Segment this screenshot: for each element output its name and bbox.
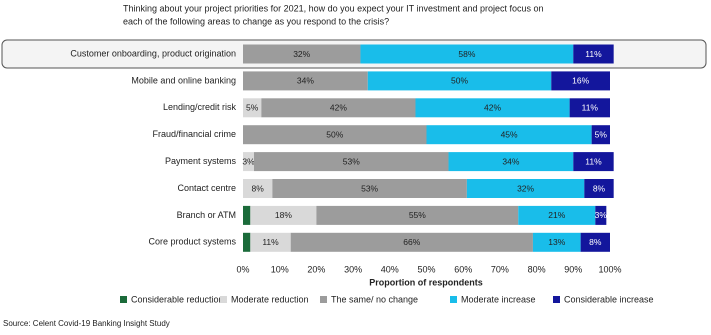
value-label: 58%: [458, 49, 475, 59]
value-label: 11%: [585, 49, 602, 59]
value-label: 11%: [262, 237, 279, 247]
bar-segment: [448, 152, 574, 172]
value-label: 34%: [297, 76, 314, 86]
x-tick-label: 90%: [564, 264, 582, 274]
legend-label: Moderate reduction: [231, 294, 309, 304]
value-label: 50%: [451, 76, 468, 86]
value-label: 42%: [330, 103, 347, 113]
value-label: 53%: [361, 183, 378, 193]
bar-segment: [532, 232, 581, 252]
legend-swatch: [553, 296, 560, 303]
value-label: 11%: [582, 103, 599, 113]
bar-segment: [250, 205, 317, 225]
x-axis-label: Proportion of respondents: [369, 277, 483, 287]
bar-segment: [584, 179, 614, 198]
value-label: 3%: [242, 156, 255, 166]
y-tick-label: Customer onboarding, product origination: [70, 48, 236, 58]
bar-segment: [250, 232, 291, 252]
legend-label: The same/ no change: [331, 294, 418, 304]
x-tick-label: 80%: [528, 264, 546, 274]
value-label: 45%: [501, 129, 518, 139]
bar-segment: [426, 125, 592, 145]
bar-segment: [466, 179, 585, 198]
x-tick-label: 60%: [454, 264, 472, 274]
value-label: 66%: [403, 237, 420, 247]
value-label: 8%: [252, 183, 265, 193]
bar-segment: [243, 44, 361, 64]
bar-segment: [580, 232, 610, 252]
y-tick-label: Lending/credit risk: [163, 102, 237, 112]
bar-segment: [573, 44, 614, 64]
bar-segment: [415, 98, 570, 118]
x-tick-label: 40%: [381, 264, 399, 274]
y-tick-label: Fraud/financial crime: [152, 129, 236, 139]
value-label: 32%: [293, 49, 310, 59]
legend-swatch: [450, 296, 457, 303]
bar-segment: [569, 98, 610, 118]
bar-segment: [243, 152, 255, 172]
x-tick-label: 20%: [307, 264, 325, 274]
y-tick-label: Contact centre: [177, 183, 236, 193]
legend-label: Considerable increase: [564, 294, 654, 304]
legend-swatch: [320, 296, 327, 303]
value-label: 5%: [246, 103, 259, 113]
legend-label: Considerable reduction: [131, 294, 224, 304]
x-tick-label: 30%: [344, 264, 362, 274]
bar-segment: [272, 179, 467, 198]
bar-segment: [243, 71, 368, 91]
bar-segment: [551, 71, 610, 91]
x-tick-label: 70%: [491, 264, 509, 274]
x-tick-label: 50%: [417, 264, 435, 274]
bar-segment: [243, 98, 262, 118]
bar-segment: [360, 44, 574, 64]
value-label: 8%: [593, 183, 606, 193]
legend-swatch: [220, 296, 227, 303]
value-label: 50%: [326, 129, 343, 139]
legend-label: Moderate increase: [461, 294, 536, 304]
chart-title: Thinking about your project priorities f…: [123, 3, 544, 13]
bar-segment: [254, 152, 449, 172]
chart-title: each of the following areas to change as…: [123, 16, 389, 26]
bar-segment: [243, 205, 251, 225]
bar-segment: [243, 179, 273, 198]
value-label: 3%: [595, 210, 608, 220]
y-tick-label: Branch or ATM: [177, 210, 236, 220]
bar-segment: [518, 205, 596, 225]
x-tick-label: 100%: [598, 264, 621, 274]
legend-swatch: [120, 296, 127, 303]
value-label: 11%: [585, 156, 602, 166]
bar-segment: [290, 232, 533, 252]
x-tick-label: 10%: [271, 264, 289, 274]
value-label: 55%: [409, 210, 426, 220]
bar-segment: [595, 205, 607, 225]
value-label: 21%: [548, 210, 565, 220]
value-label: 18%: [275, 210, 292, 220]
bar-segment: [573, 152, 614, 172]
value-label: 13%: [548, 237, 565, 247]
y-tick-label: Core product systems: [148, 237, 236, 247]
value-label: 5%: [595, 129, 608, 139]
source: Source: Celent Covid-19 Banking Insight …: [3, 319, 170, 328]
bar-segment: [316, 205, 519, 225]
bar-segment: [243, 232, 251, 252]
value-label: 42%: [484, 103, 501, 113]
value-label: 16%: [572, 76, 589, 86]
y-tick-label: Mobile and online banking: [131, 75, 236, 85]
value-label: 32%: [517, 183, 534, 193]
value-label: 53%: [343, 156, 360, 166]
bar-segment: [591, 125, 610, 145]
bar-segment: [261, 98, 416, 118]
value-label: 34%: [502, 156, 519, 166]
bar-segment: [367, 71, 552, 91]
bar-segment: [243, 125, 427, 145]
x-tick-label: 0%: [236, 264, 249, 274]
value-label: 8%: [589, 237, 602, 247]
y-tick-label: Payment systems: [165, 156, 237, 166]
